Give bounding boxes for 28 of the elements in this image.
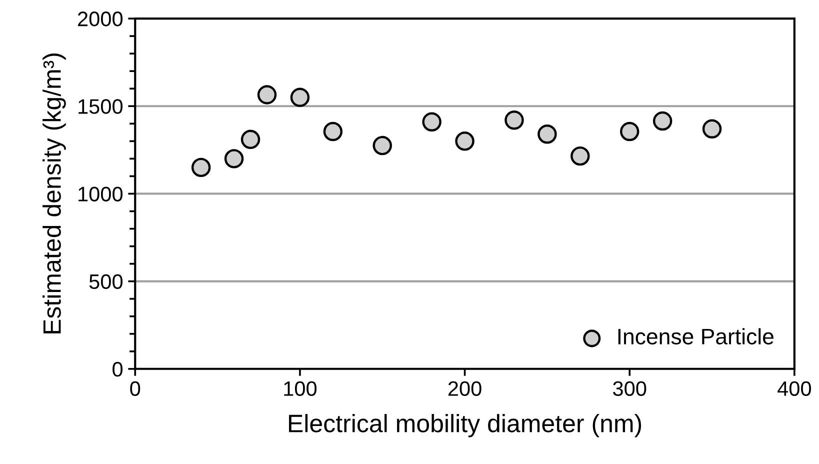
point (652, 111, 672, 131)
point (290, 88, 310, 107)
point (504, 110, 524, 130)
y-axis-title: Estimated density (kg/m³) (42, 54, 66, 334)
point (240, 130, 260, 150)
legend-label: Incense Particle (618, 328, 774, 344)
x-tick-label: 300 (613, 381, 646, 396)
x-tick-label: 200 (448, 381, 482, 396)
x-axis-title: Electrical mobility diameter (nm) (289, 414, 642, 438)
point (570, 146, 590, 166)
x-tick-label: 0 (130, 381, 140, 396)
point (702, 119, 722, 139)
point (538, 124, 557, 144)
x-tick-label: 400 (778, 381, 811, 396)
x-tick-label: 100 (284, 381, 317, 396)
point (455, 132, 474, 151)
point (224, 149, 244, 168)
y-tick-label: 2000 (78, 12, 123, 26)
y-tick-label: 1000 (78, 186, 123, 202)
y-tick-label: 500 (89, 274, 123, 290)
point (257, 85, 277, 104)
point (323, 122, 343, 142)
point (422, 112, 442, 132)
y-tick-label: 1500 (78, 99, 123, 114)
y-tick-label: 0 (112, 362, 123, 377)
point (191, 158, 211, 178)
point (372, 136, 392, 156)
point (620, 122, 640, 142)
